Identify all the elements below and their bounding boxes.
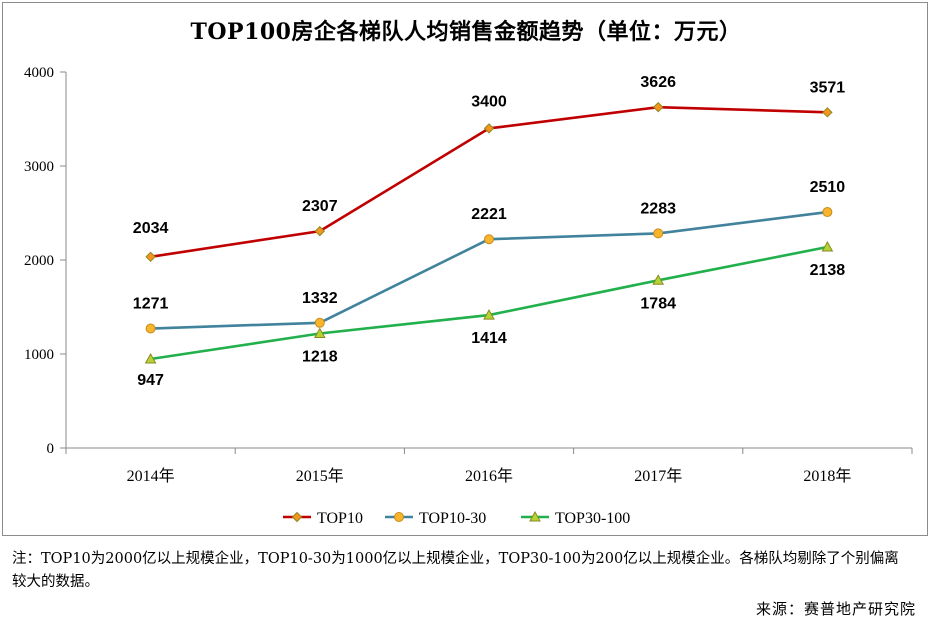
y-tick-label: 3000 bbox=[24, 159, 54, 175]
series-top10: 2034 2307 3400 3626 3571 bbox=[133, 74, 846, 263]
legend-marker bbox=[291, 511, 303, 523]
x-tick-label: 2016年 bbox=[465, 467, 513, 485]
data-label: 2283 bbox=[640, 200, 676, 217]
data-point bbox=[314, 225, 326, 237]
legend-label: TOP30-100 bbox=[555, 510, 630, 527]
chart-frame bbox=[2, 2, 928, 536]
data-point bbox=[144, 352, 157, 364]
x-tick-label: 2015年 bbox=[296, 467, 344, 485]
data-label: 2034 bbox=[133, 220, 169, 237]
data-label: 1784 bbox=[640, 295, 676, 312]
data-label: 1218 bbox=[302, 349, 338, 366]
legend: TOP10 TOP10-30 TOP30-100 bbox=[283, 510, 630, 527]
data-point bbox=[483, 123, 495, 134]
data-point bbox=[314, 317, 325, 328]
axes: 0 1000 2000 3000 4000 2014年 2015年 2016年 2017年 201… bbox=[24, 65, 913, 485]
legend-label: TOP10 bbox=[317, 510, 363, 527]
x-tick-label: 2018年 bbox=[803, 467, 851, 485]
data-point bbox=[652, 274, 665, 285]
data-point bbox=[484, 234, 494, 245]
series-top30-100: 947 1218 1414 1784 2138 bbox=[137, 240, 846, 389]
data-point bbox=[145, 323, 156, 334]
data-label: 1332 bbox=[302, 290, 338, 307]
data-label: 2221 bbox=[471, 206, 507, 223]
data-point bbox=[653, 228, 664, 239]
y-tick-label: 2000 bbox=[24, 253, 54, 269]
data-label: 3571 bbox=[810, 79, 846, 96]
y-tick-label: 0 bbox=[47, 441, 55, 457]
legend-item: TOP30-100 bbox=[521, 510, 630, 527]
data-point bbox=[652, 101, 664, 113]
series-top10-30: 1271 1332 2221 2283 2510 bbox=[133, 179, 846, 334]
x-tick-label: 2017年 bbox=[634, 467, 682, 485]
y-tick-label: 1000 bbox=[24, 347, 54, 363]
data-point bbox=[145, 251, 156, 263]
data-point bbox=[313, 327, 326, 339]
chart-title: TOP100房企各梯队人均销售金额趋势（单位：万元） bbox=[190, 19, 742, 45]
data-point bbox=[822, 207, 833, 218]
legend-item: TOP10 bbox=[283, 510, 363, 527]
data-label: 3626 bbox=[640, 74, 676, 91]
legend-marker bbox=[394, 512, 404, 522]
legend-item: TOP10-30 bbox=[385, 510, 486, 527]
data-point bbox=[483, 309, 495, 320]
y-tick-label: 4000 bbox=[24, 65, 54, 81]
data-label: 2307 bbox=[302, 198, 338, 215]
data-point bbox=[821, 240, 834, 252]
source-credit: 来源：赛普地产研究院 bbox=[755, 600, 916, 618]
series-group: 2034 2307 3400 3626 3571 1271 1332 2221 2283 2510… bbox=[133, 74, 845, 389]
data-label: 3400 bbox=[471, 93, 507, 110]
data-label: 947 bbox=[137, 372, 164, 389]
x-tick-label: 2014年 bbox=[127, 467, 175, 485]
data-label: 2510 bbox=[810, 179, 846, 196]
footnote: 注：TOP10为2000亿以上规模企业，TOP10-30为1000亿以上规模企业… bbox=[12, 551, 899, 590]
data-label: 1414 bbox=[471, 330, 507, 347]
data-label: 2138 bbox=[810, 262, 846, 279]
legend-marker bbox=[529, 510, 541, 522]
legend-label: TOP10-30 bbox=[419, 510, 486, 527]
data-point bbox=[822, 107, 833, 118]
data-label: 1271 bbox=[133, 296, 169, 313]
